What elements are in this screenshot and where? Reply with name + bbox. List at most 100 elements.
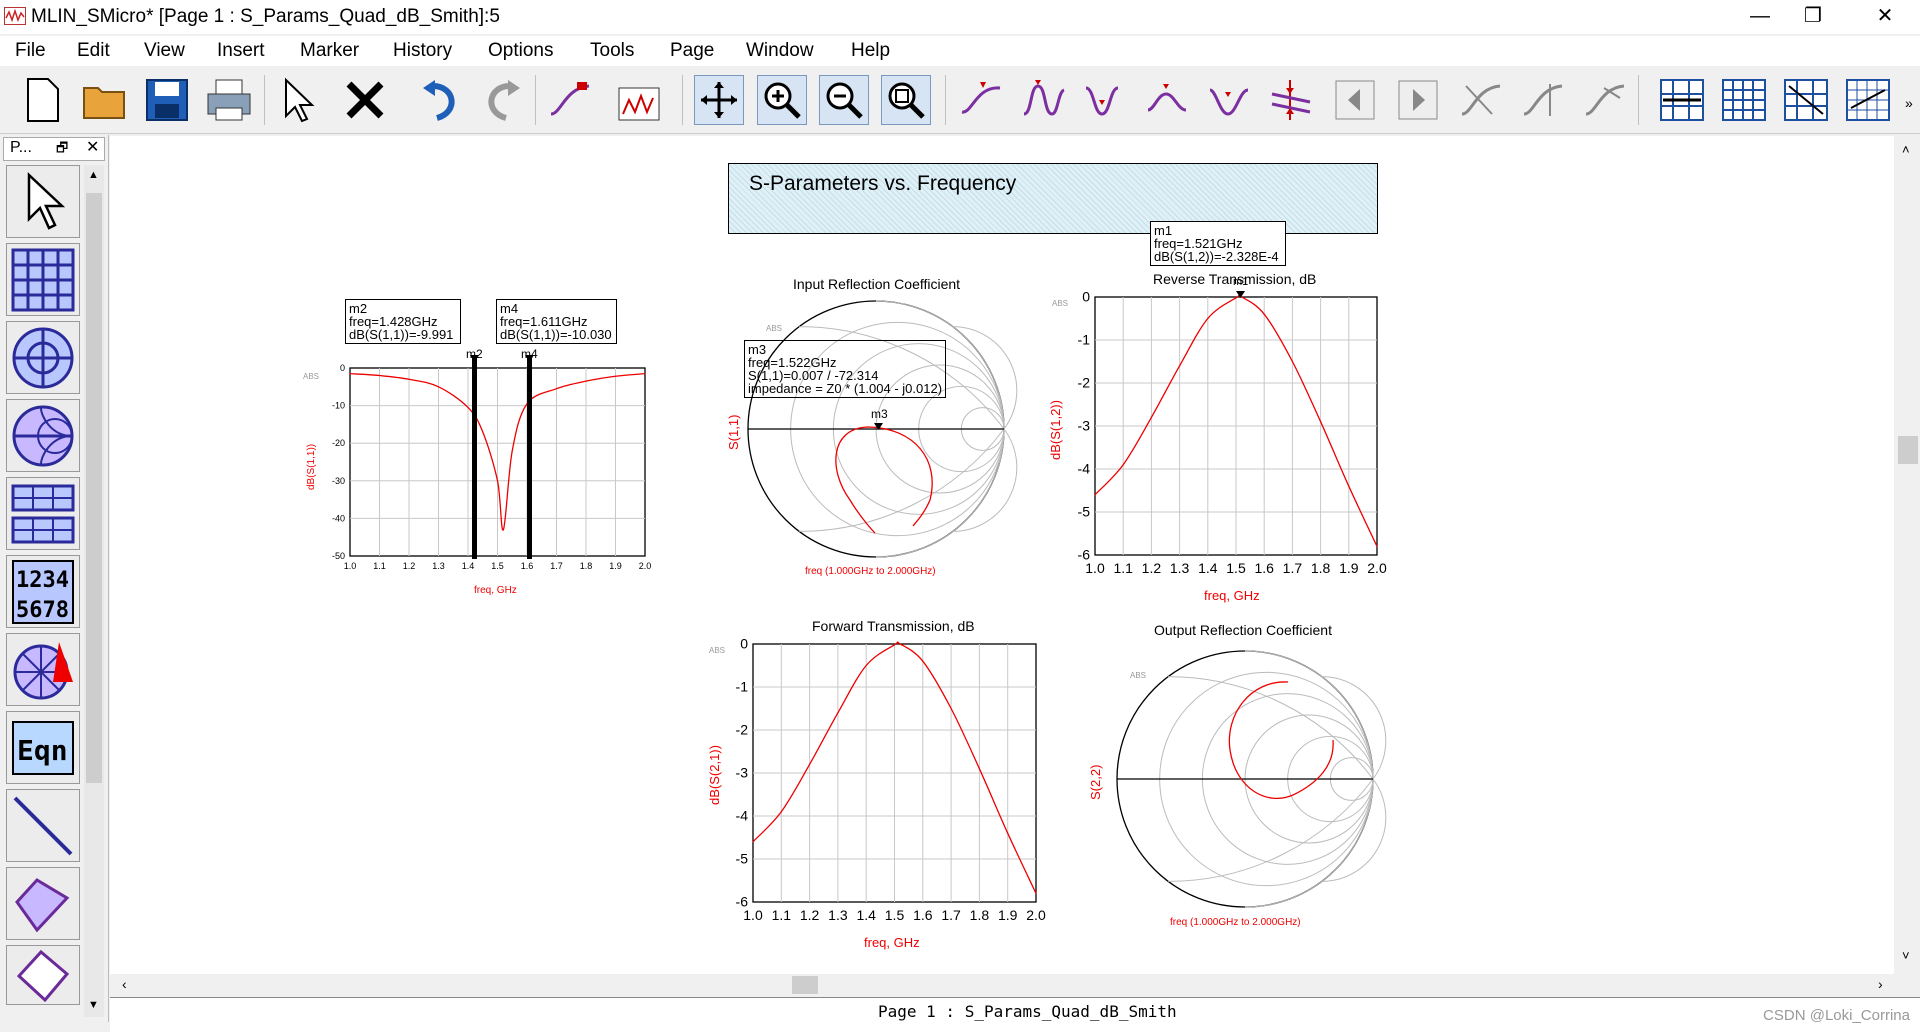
- smith-reactance-arc: [875, 428, 1005, 558]
- x-tick-label: 1.5: [885, 907, 905, 923]
- marker-right-icon[interactable]: [1518, 75, 1568, 125]
- marker-m1-readout[interactable]: m1 freq=1.521GHz dB(S(1,2))=-2.328E-4: [1150, 221, 1286, 266]
- data-point: [893, 644, 896, 646]
- palette-line-icon[interactable]: [6, 789, 80, 862]
- x-tick-label: 1.6: [1254, 560, 1274, 576]
- save-icon[interactable]: [142, 75, 192, 125]
- data-display-icon[interactable]: [615, 75, 665, 125]
- grid-style-2-icon[interactable]: [1719, 75, 1769, 125]
- vertical-scrollbar[interactable]: ˄ ˅: [1895, 136, 1920, 974]
- zoom-area-icon[interactable]: [881, 75, 931, 125]
- vertical-scroll-thumb[interactable]: [1898, 436, 1918, 464]
- zoom-fit-icon[interactable]: [694, 75, 744, 125]
- open-folder-icon[interactable]: [80, 75, 130, 125]
- trace-icon[interactable]: [545, 75, 595, 125]
- marker-slope-icon[interactable]: [1580, 75, 1630, 125]
- grid-style-4-icon[interactable]: [1843, 75, 1893, 125]
- marker-m4-line: [527, 356, 532, 559]
- delete-icon[interactable]: [340, 75, 390, 125]
- palette-close-icon[interactable]: ✕: [86, 139, 100, 156]
- menu-view[interactable]: View: [144, 40, 185, 61]
- new-file-icon[interactable]: [17, 75, 67, 125]
- x-tick-label: 1.4: [1198, 560, 1218, 576]
- palette-polyline-icon[interactable]: [6, 867, 80, 940]
- palette-rectangular-plot-icon[interactable]: [6, 243, 80, 316]
- abs-tag: ABS: [303, 372, 320, 381]
- abs-tag: ABS: [709, 646, 726, 655]
- data-point: [1241, 296, 1243, 298]
- palette-equation-icon[interactable]: Eqn: [6, 711, 80, 784]
- smith-reactance-arc: [799, 428, 1005, 532]
- smith-reactance-arc: [1244, 650, 1374, 780]
- s11-ylabel: dB(S(1,1)): [306, 443, 317, 490]
- marker-freq: freq=1.521GHz: [1154, 236, 1243, 251]
- palette-antenna-plot-icon[interactable]: [6, 633, 80, 706]
- palette-pin-icon[interactable]: 🗗: [56, 140, 69, 155]
- horizontal-scroll-thumb[interactable]: [792, 976, 818, 994]
- marker-delta-icon[interactable]: [1266, 75, 1316, 125]
- marker-m2-readout[interactable]: m2 freq=1.428GHz dB(S(1,1))=-9.991: [345, 299, 461, 344]
- x-tick-label: 1.1: [373, 561, 386, 571]
- marker-m3-readout[interactable]: m3 freq=1.522GHz S(1,1)=0.007 / -72.314 …: [744, 340, 946, 398]
- menu-file[interactable]: File: [15, 40, 46, 61]
- menu-edit[interactable]: Edit: [77, 40, 110, 61]
- y-tick-label: -6: [1078, 547, 1091, 563]
- smith-reactance-arc: [952, 428, 1018, 532]
- print-icon[interactable]: [204, 75, 254, 125]
- menu-history[interactable]: History: [393, 40, 453, 61]
- y-tick-label: -2: [1078, 375, 1091, 391]
- palette-smith-chart-icon[interactable]: [6, 399, 80, 472]
- menu-page[interactable]: Page: [670, 40, 715, 61]
- minimize-button[interactable]: —: [1750, 5, 1770, 27]
- menu-window[interactable]: Window: [746, 40, 814, 61]
- zoom-out-icon[interactable]: [819, 75, 869, 125]
- redo-icon[interactable]: [477, 75, 527, 125]
- next-icon[interactable]: [1393, 75, 1443, 125]
- palette-scrollbar[interactable]: ▲ ▼: [84, 165, 104, 1017]
- window-title: MLIN_SMicro* [Page 1 : S_Params_Quad_dB_…: [31, 6, 500, 27]
- marker-m4-icon: [525, 355, 534, 362]
- select-arrow-icon[interactable]: [273, 75, 323, 125]
- restore-button[interactable]: ❐: [1804, 5, 1822, 27]
- close-button[interactable]: ✕: [1876, 5, 1894, 27]
- scroll-down-icon[interactable]: ˅: [1902, 948, 1910, 963]
- palette-stacked-plot-icon[interactable]: [6, 477, 80, 550]
- palette-scroll-thumb[interactable]: [86, 193, 102, 783]
- x-tick-label: 1.0: [743, 907, 763, 923]
- x-tick-label: 1.0: [1085, 560, 1105, 576]
- toolbar-overflow-icon[interactable]: »: [1905, 95, 1913, 111]
- zoom-in-icon[interactable]: [757, 75, 807, 125]
- palette-polygon-icon[interactable]: [6, 945, 80, 1005]
- abs-tag: ABS: [1130, 671, 1147, 680]
- menu-tools[interactable]: Tools: [590, 40, 635, 61]
- scroll-down-icon[interactable]: ▼: [88, 999, 99, 1011]
- menu-help[interactable]: Help: [851, 40, 891, 61]
- data-point: [752, 841, 754, 843]
- data-point: [1235, 297, 1237, 299]
- marker-peak-icon[interactable]: [1142, 75, 1192, 125]
- menu-insert[interactable]: Insert: [217, 40, 265, 61]
- data-point: [1291, 360, 1293, 363]
- menu-options[interactable]: Options: [488, 40, 554, 61]
- marker-new-icon[interactable]: [956, 75, 1006, 125]
- grid-style-3-icon[interactable]: [1781, 75, 1831, 125]
- scroll-left-icon[interactable]: ‹: [122, 976, 127, 992]
- scroll-up-icon[interactable]: ▲: [88, 169, 99, 181]
- y-tick-label: -10: [332, 401, 345, 411]
- horizontal-scrollbar[interactable]: ‹ ›: [110, 974, 1894, 996]
- previous-icon[interactable]: [1330, 75, 1380, 125]
- marker-left-icon[interactable]: [1456, 75, 1506, 125]
- palette-list-icon[interactable]: 1234 5678: [6, 555, 80, 628]
- marker-valley-icon[interactable]: [1204, 75, 1254, 125]
- scroll-right-icon[interactable]: ›: [1878, 976, 1883, 992]
- title-bar: MLIN_SMicro* [Page 1 : S_Params_Quad_dB_…: [0, 0, 1920, 34]
- menu-marker[interactable]: Marker: [300, 40, 360, 61]
- scroll-up-icon[interactable]: ˄: [1902, 142, 1910, 157]
- marker-m4-readout[interactable]: m4 freq=1.611GHz dB(S(1,1))=-10.030: [496, 299, 617, 344]
- marker-min-icon[interactable]: [1080, 75, 1130, 125]
- palette-select-icon[interactable]: [6, 165, 80, 238]
- undo-icon[interactable]: [416, 75, 466, 125]
- grid-style-1-icon[interactable]: [1657, 75, 1707, 125]
- marker-max-icon[interactable]: [1018, 75, 1068, 125]
- palette-polar-plot-icon[interactable]: [6, 321, 80, 394]
